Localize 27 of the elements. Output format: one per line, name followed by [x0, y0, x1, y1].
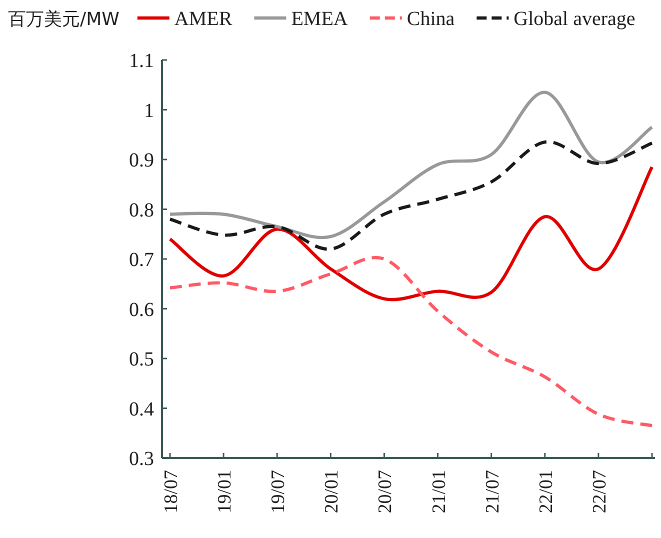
y-tick-label: 0.6	[129, 298, 154, 321]
y-tick-label: 0.5	[129, 348, 154, 370]
line-series	[168, 165, 654, 302]
x-tick-label: 18/07	[161, 470, 182, 514]
y-axis-title: 百万美元/MW	[8, 9, 120, 30]
line-series	[168, 90, 654, 240]
x-tick-label: 20/01	[322, 470, 343, 514]
legend-label: AMER	[174, 8, 233, 30]
y-tick-label: 0.8	[129, 199, 154, 222]
legend-label: Global average	[514, 8, 636, 30]
x-tick-label: 22/07	[589, 470, 610, 514]
y-tick-label: 1.1	[129, 50, 154, 72]
y-tick-label: 0.9	[129, 150, 154, 172]
x-tick-label: 19/07	[268, 470, 290, 514]
x-tick-label: 19/01	[214, 470, 236, 514]
y-tick-label: 0.7	[129, 249, 154, 271]
y-tick-label: 0.4	[129, 398, 154, 420]
x-tick-label: 20/07	[375, 470, 396, 514]
legend-label: EMEA	[291, 8, 348, 30]
x-tick-label: 22/01	[536, 470, 557, 514]
line-series	[168, 256, 654, 428]
y-tick-label: 0.3	[129, 448, 154, 470]
legend-label: China	[406, 8, 455, 30]
x-tick-label: 21/01	[428, 470, 450, 514]
line-series	[168, 140, 654, 251]
x-tick-label: 21/07	[482, 470, 504, 514]
y-tick-label: 1	[144, 100, 154, 122]
